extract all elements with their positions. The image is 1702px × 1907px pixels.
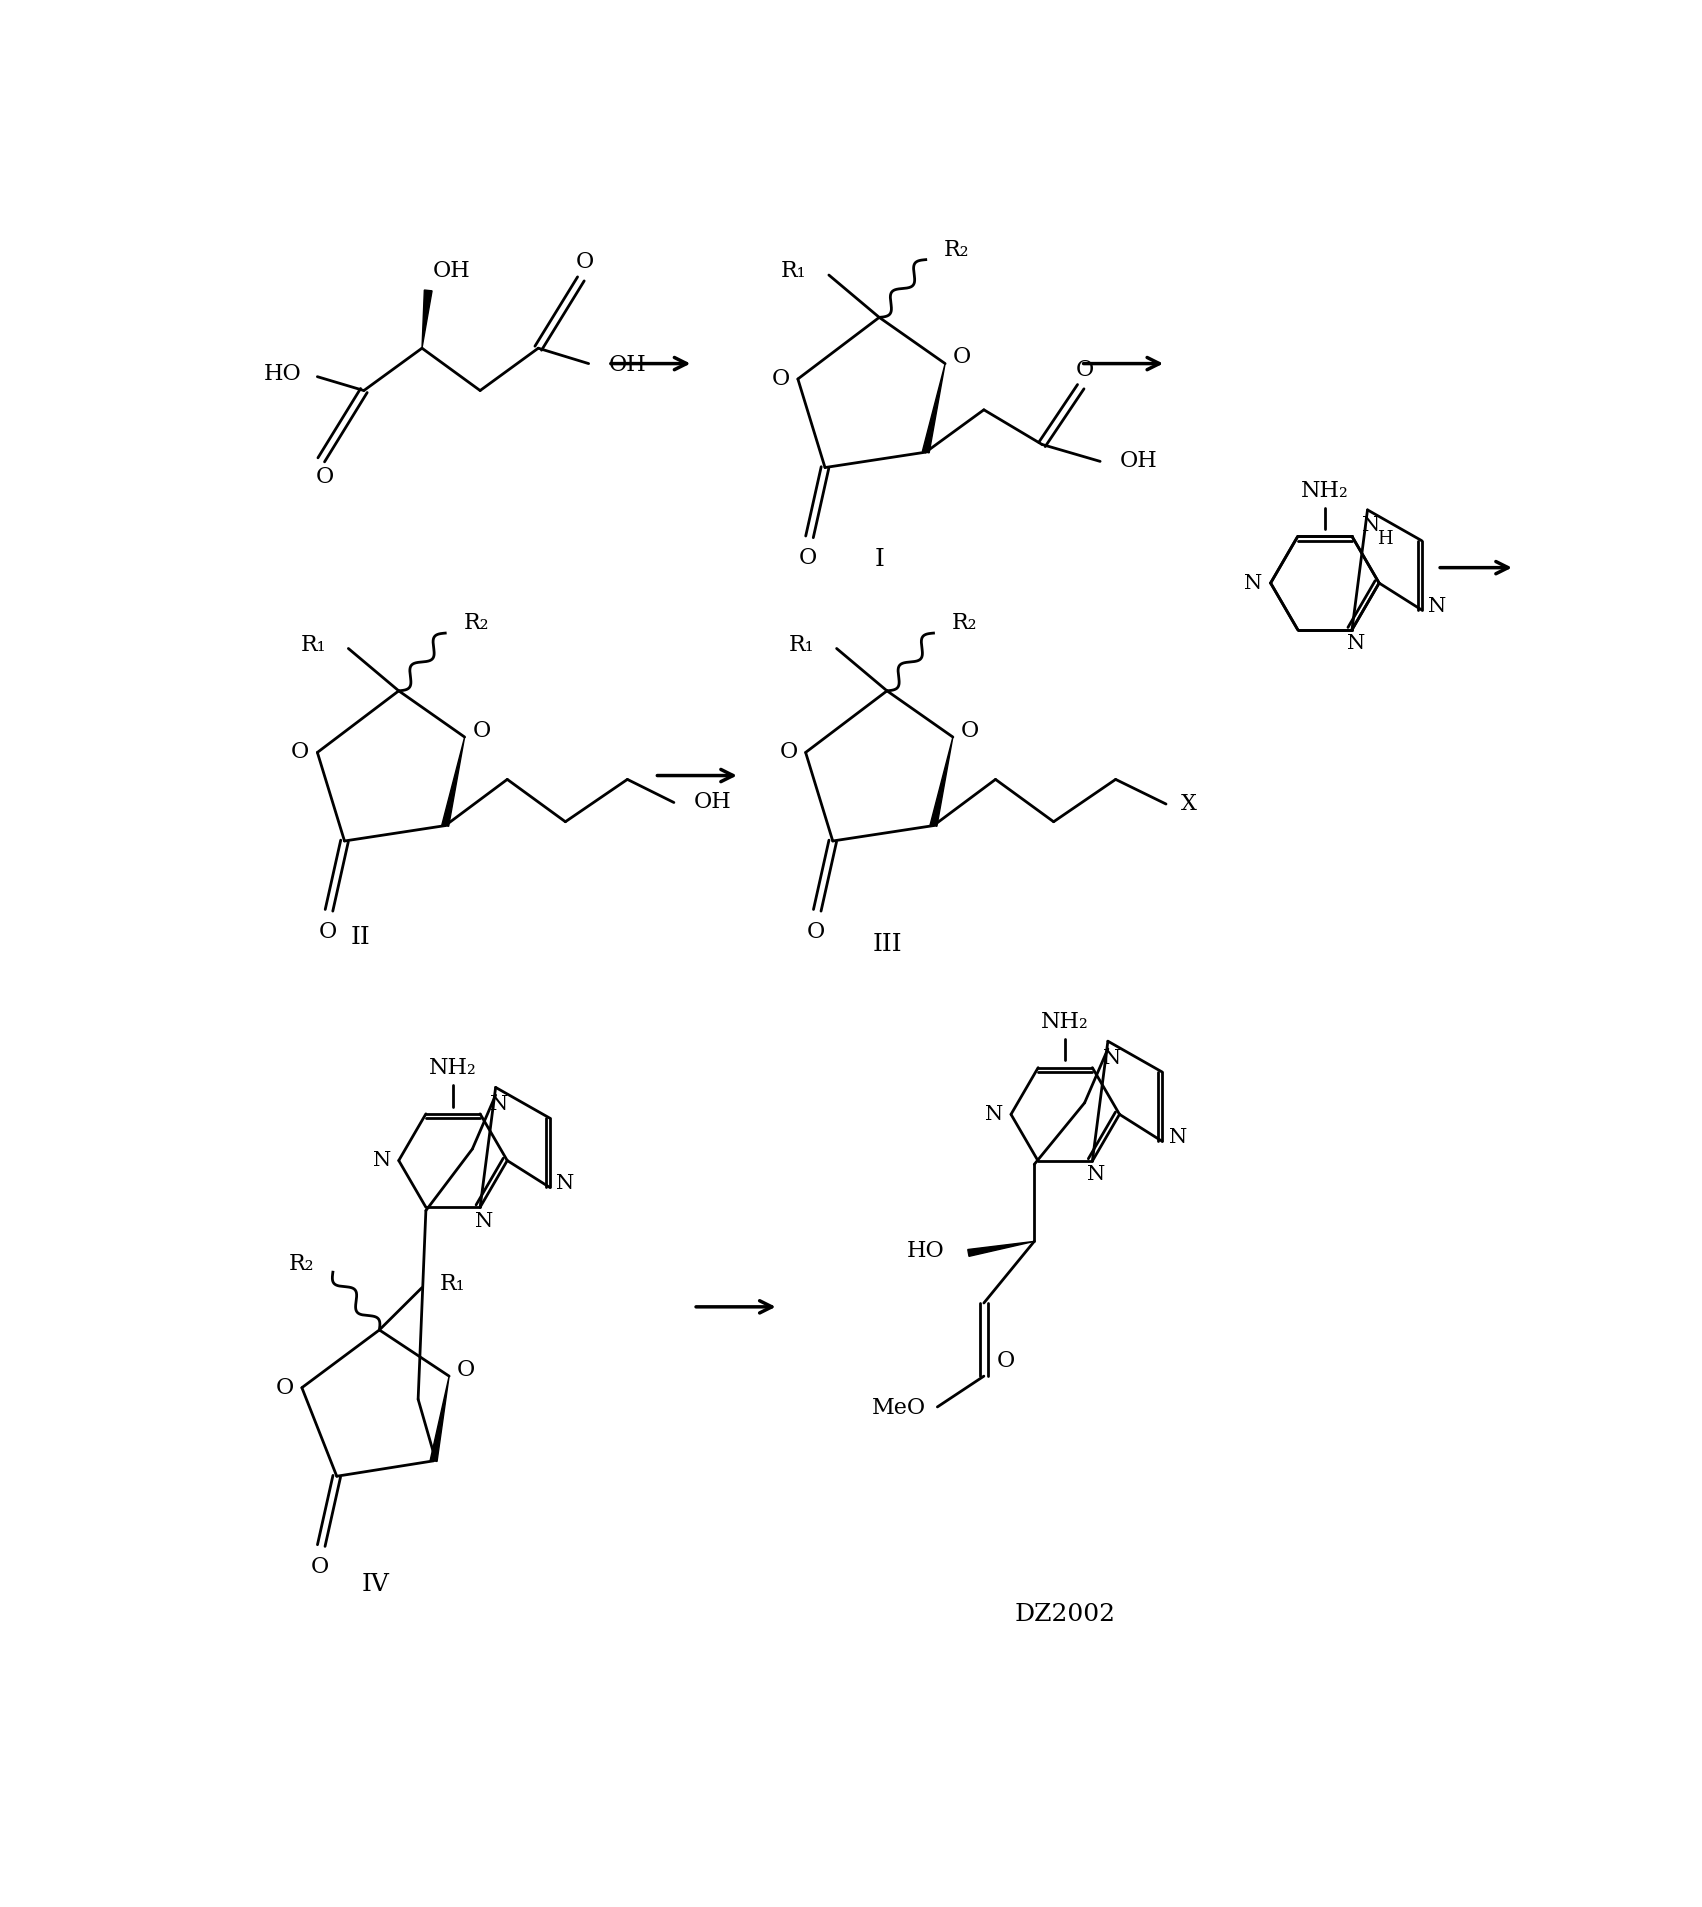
Polygon shape [443, 736, 465, 826]
Polygon shape [431, 1377, 449, 1461]
Text: O: O [310, 1556, 328, 1579]
Text: NH₂: NH₂ [1042, 1011, 1089, 1034]
Text: N: N [985, 1104, 1002, 1123]
Text: R₁: R₁ [790, 633, 815, 656]
Text: OH: OH [1120, 450, 1157, 473]
Text: HO: HO [907, 1240, 945, 1262]
Text: O: O [996, 1350, 1014, 1371]
Text: HO: HO [264, 362, 301, 385]
Text: N: N [475, 1211, 494, 1230]
Text: III: III [871, 933, 902, 957]
Text: OH: OH [609, 355, 647, 376]
Text: R₂: R₂ [463, 612, 488, 635]
Text: R₁: R₁ [781, 259, 807, 282]
Text: O: O [1076, 359, 1094, 381]
Text: NH₂: NH₂ [429, 1056, 477, 1079]
Text: O: O [473, 719, 490, 742]
Text: O: O [771, 368, 790, 391]
Text: O: O [276, 1377, 294, 1398]
Text: O: O [317, 465, 334, 488]
Text: IV: IV [361, 1573, 390, 1596]
Text: N: N [1346, 635, 1365, 652]
Polygon shape [929, 736, 953, 826]
Text: O: O [575, 252, 594, 273]
Text: N: N [373, 1152, 391, 1171]
Text: O: O [780, 742, 798, 763]
Text: O: O [291, 742, 310, 763]
Text: O: O [458, 1360, 475, 1381]
Text: O: O [318, 921, 337, 942]
Text: R₂: R₂ [945, 238, 970, 261]
Polygon shape [968, 1241, 1035, 1257]
Text: O: O [962, 719, 979, 742]
Text: II: II [351, 925, 369, 950]
Text: O: O [798, 547, 817, 570]
Text: I: I [875, 549, 883, 572]
Text: R₁: R₁ [441, 1272, 466, 1295]
Text: N: N [1244, 574, 1263, 593]
Text: DZ2002: DZ2002 [1014, 1604, 1117, 1627]
Text: H: H [1377, 530, 1392, 547]
Text: O: O [807, 921, 825, 942]
Text: R₂: R₂ [951, 612, 977, 635]
Text: R₁: R₁ [301, 633, 327, 656]
Text: MeO: MeO [871, 1398, 926, 1419]
Text: NH₂: NH₂ [1300, 481, 1348, 502]
Text: N: N [1088, 1165, 1105, 1184]
Text: R₂: R₂ [289, 1253, 315, 1276]
Text: OH: OH [694, 791, 732, 814]
Text: X: X [1181, 793, 1197, 814]
Text: N: N [1169, 1127, 1186, 1146]
Text: OH: OH [432, 259, 470, 282]
Text: N: N [1428, 597, 1447, 616]
Text: N: N [1103, 1049, 1122, 1068]
Text: N: N [1362, 515, 1380, 534]
Text: N: N [557, 1175, 575, 1194]
Text: O: O [953, 347, 972, 368]
Polygon shape [922, 364, 945, 452]
Polygon shape [422, 290, 432, 349]
Text: N: N [490, 1095, 509, 1114]
